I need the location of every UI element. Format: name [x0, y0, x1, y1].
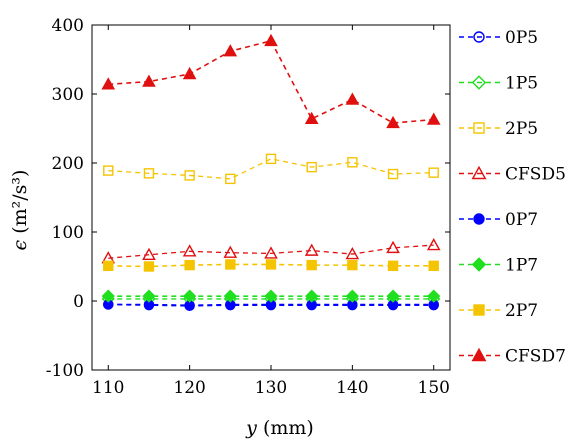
x-tick-label: 140 [336, 378, 368, 398]
series-line [108, 244, 434, 259]
data-point [264, 33, 278, 47]
data-point [427, 289, 441, 303]
legend-item: 2P7 [459, 301, 538, 321]
legend-label: 1P5 [505, 74, 538, 94]
series-2p7 [103, 259, 439, 272]
data-point [428, 260, 439, 272]
data-point [103, 260, 114, 272]
y-tick-label: 200 [52, 154, 84, 174]
data-point [103, 165, 114, 176]
legend-item: CFSD7 [459, 347, 566, 367]
legend-item: 1P5 [459, 74, 538, 94]
series-0p7 [103, 299, 439, 312]
data-point [428, 167, 439, 178]
legend-marker [471, 75, 487, 90]
data-point [223, 44, 238, 57]
data-point [306, 259, 317, 271]
data-point [225, 173, 236, 185]
legend-marker [471, 165, 487, 180]
data-point [142, 74, 156, 87]
series-cfsd5 [101, 238, 441, 264]
legend-marker [471, 257, 487, 272]
data-point [347, 157, 358, 168]
legend-item: 0P5 [459, 28, 538, 48]
data-point [386, 115, 400, 129]
x-axis-label: y (mm) [245, 417, 314, 439]
data-point [143, 261, 155, 272]
legend-item: 0P7 [459, 210, 538, 230]
series-1p7 [101, 289, 441, 303]
legend-item: CFSD5 [459, 165, 566, 185]
legend-item: 1P7 [459, 256, 538, 276]
data-point [387, 260, 399, 272]
data-point [182, 66, 197, 80]
data-point [264, 246, 278, 259]
legend-label: 1P7 [505, 256, 538, 276]
data-point [101, 289, 115, 303]
x-tick-label: 130 [255, 378, 287, 398]
legend-item: 2P5 [459, 119, 538, 139]
x-tick-label: 110 [92, 378, 124, 398]
data-point [387, 168, 399, 180]
legend-marker [473, 213, 485, 225]
legend-marker [471, 347, 487, 362]
data-point [265, 153, 277, 165]
legend-marker [473, 31, 485, 43]
series-line [108, 158, 434, 180]
y-tick-label: 0 [73, 292, 84, 312]
data-point [426, 112, 441, 125]
data-point [306, 161, 317, 173]
legend-label: 2P5 [505, 119, 538, 139]
plot-area: 110 120 130 140 150 -100 0 100 200 300 400 [46, 16, 451, 398]
legend-marker [473, 304, 485, 316]
data-point [304, 111, 319, 125]
data-point [223, 245, 238, 258]
legend-marker [473, 122, 485, 134]
y-axis-label: ϵ (m²/s³) [9, 170, 31, 251]
x-axis-label-unit: (mm) [263, 417, 314, 439]
data-point [426, 238, 441, 251]
data-point [345, 92, 360, 105]
legend-label: 0P7 [505, 210, 538, 230]
data-point [143, 168, 155, 179]
y-tick-label: -100 [46, 361, 84, 381]
y-tick-label: 400 [52, 16, 84, 36]
data-point [345, 247, 360, 260]
series-cfsd7 [101, 33, 441, 129]
data-point [304, 243, 319, 256]
y-axis-label-var: ϵ [9, 239, 31, 250]
series-2p5 [103, 153, 439, 185]
legend: 0P5 1P5 2P5 CFSD5 0P7 1P7 2P7 CFSD7 [459, 28, 566, 367]
x-axis-label-var: y [245, 417, 257, 439]
series-line [108, 39, 434, 124]
y-tick-label: 300 [52, 85, 84, 105]
data-point [264, 289, 278, 303]
data-point [345, 289, 359, 303]
legend-label: CFSD7 [505, 347, 566, 367]
y-tick-label: 100 [52, 223, 84, 243]
data-point [347, 259, 358, 271]
legend-label: 0P5 [505, 28, 538, 48]
data-point [184, 170, 195, 181]
data-point [142, 247, 156, 260]
data-point [101, 77, 116, 90]
data-point [182, 244, 197, 257]
data-point [305, 289, 319, 303]
data-point [223, 289, 237, 303]
data-point [386, 289, 400, 303]
axes-box [91, 24, 451, 371]
legend-label: CFSD5 [505, 165, 566, 185]
data-point [142, 289, 156, 303]
x-tick-label: 150 [418, 378, 450, 398]
x-tick-label: 120 [173, 378, 205, 398]
data-point [184, 259, 195, 271]
data-point [265, 259, 277, 270]
y-axis-label-unit: (m²/s³) [9, 170, 31, 234]
data-point [183, 289, 197, 303]
data-point [225, 259, 236, 270]
data-point [386, 240, 400, 254]
legend-label: 2P7 [505, 301, 538, 321]
